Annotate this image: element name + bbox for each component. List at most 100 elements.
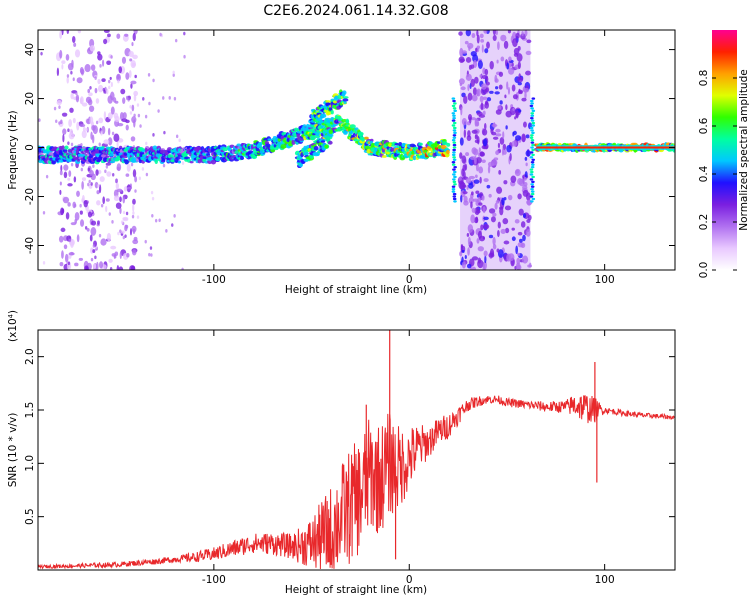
noise-blob (511, 236, 516, 242)
edge-blob (451, 104, 456, 108)
noise-blob (496, 248, 500, 253)
noise-blob (459, 137, 464, 146)
noise-blob (517, 61, 521, 69)
noise-blob (98, 142, 101, 147)
edge-blob (452, 134, 457, 137)
signal-blob (328, 129, 333, 134)
noise-blob (42, 210, 46, 215)
edge-blob (451, 190, 456, 193)
noise-blob (136, 215, 140, 219)
edge-blob (453, 183, 457, 186)
noise-blob (70, 142, 74, 147)
noise-blob (59, 189, 62, 195)
noise-blob (110, 81, 113, 88)
noise-blob (90, 257, 94, 262)
colorbar-ticks: 0.0 0.2 0.4 0.6 0.8 (698, 70, 737, 278)
noise-blob (67, 183, 73, 187)
edge-blob (452, 197, 457, 201)
noise-blob (91, 124, 96, 131)
noise-blob (178, 138, 181, 143)
noise-blob (81, 102, 88, 107)
signal-blob (423, 149, 428, 153)
colorbar-gradient (712, 30, 737, 270)
edge-blob (451, 163, 456, 166)
noise-blob (45, 174, 49, 179)
noise-blob (100, 130, 103, 134)
noise-blob (165, 229, 168, 233)
edge-blob (531, 124, 536, 127)
noise-blob (524, 156, 528, 161)
noise-blob (123, 186, 128, 192)
noise-blob (465, 56, 472, 63)
colorbar-tick-label: 0.6 (698, 117, 710, 134)
signal-blob (357, 131, 364, 136)
noise-blob (503, 40, 509, 49)
edge-blob (530, 114, 535, 117)
noise-blob (492, 136, 499, 140)
edge-blob (530, 183, 534, 186)
noise-blob (60, 119, 63, 125)
signal-blob (325, 100, 331, 103)
signal-blob (445, 149, 450, 155)
edge-blob (529, 99, 534, 103)
edge-blob (452, 143, 457, 147)
noise-blob (96, 190, 100, 195)
edge-blob (452, 158, 457, 161)
noise-blob (85, 127, 88, 132)
noise-blob (162, 96, 165, 100)
noise-blob (62, 196, 70, 204)
noise-blob (476, 45, 481, 49)
edge-blob (530, 161, 535, 164)
edge-blob (531, 97, 536, 100)
noise-blob (148, 101, 151, 106)
noise-blob (461, 118, 467, 126)
edge-blob (451, 97, 456, 100)
noise-blob (525, 229, 531, 237)
noise-blob (470, 214, 476, 224)
noise-blob (65, 212, 70, 220)
noise-blob (77, 30, 82, 34)
signal-blob (342, 98, 349, 102)
signal-blob (210, 159, 217, 165)
figure-title: C2E6.2024.061.14.32.G08 (263, 3, 448, 19)
noise-blob (472, 54, 479, 63)
noise-blob (494, 78, 499, 83)
signal-blob (101, 154, 106, 158)
noise-blob (517, 231, 523, 236)
noise-blob (468, 183, 474, 189)
noise-blob (76, 77, 83, 84)
noise-blob (502, 131, 505, 139)
edge-blob (452, 168, 456, 171)
noise-blob (99, 261, 104, 269)
noise-blob (78, 257, 84, 261)
noise-blob (486, 41, 490, 49)
noise-blob (482, 128, 488, 136)
noise-blob (461, 249, 465, 254)
signal-blob (80, 153, 86, 157)
noise-blob (479, 95, 484, 103)
noise-blob (108, 79, 111, 84)
noise-blob (97, 84, 104, 93)
noise-blob (459, 152, 463, 159)
noise-blob (132, 228, 136, 234)
noise-blob (468, 197, 474, 204)
colorbar: 0.0 0.2 0.4 0.6 0.8 Normalized spectral ampl… (698, 30, 750, 278)
noise-blob (514, 219, 520, 224)
noise-blob (171, 223, 174, 227)
noise-blob (90, 227, 97, 236)
noise-blob (481, 145, 488, 150)
noise-blob (460, 106, 463, 116)
noise-blob (488, 252, 495, 258)
noise-blob (67, 128, 70, 133)
signal-blob (341, 93, 346, 97)
noise-blob (108, 212, 111, 216)
noise-blob (73, 176, 77, 183)
noise-blob (96, 261, 99, 270)
snr-x-label: Height of straight line (km) (285, 584, 427, 596)
noise-blob (95, 169, 99, 176)
edge-blob (452, 173, 456, 176)
edge-blob (453, 175, 457, 179)
snr-series-line (38, 395, 675, 570)
noise-blob (126, 186, 132, 190)
edge-blob (452, 121, 457, 125)
